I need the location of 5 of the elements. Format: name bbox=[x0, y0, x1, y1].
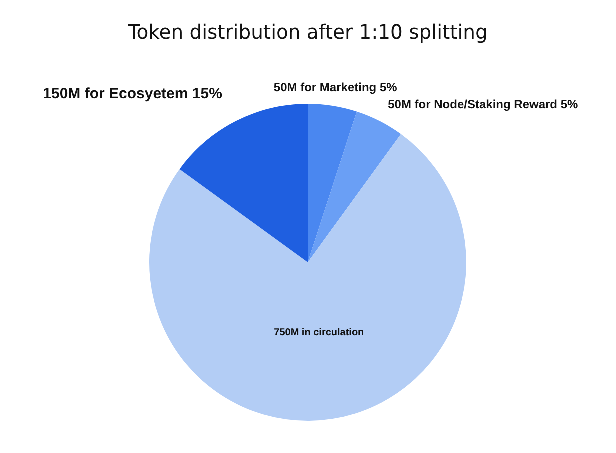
slice-label: 50M for Marketing 5% bbox=[274, 80, 398, 94]
slice-label: 150M for Ecosyetem 15% bbox=[43, 86, 222, 103]
slice-label: 750M in circulation bbox=[274, 328, 364, 339]
slice-label: 50M for Node/Staking Reward 5% bbox=[388, 98, 578, 112]
chart-title: Token distribution after 1:10 splitting bbox=[127, 20, 488, 44]
